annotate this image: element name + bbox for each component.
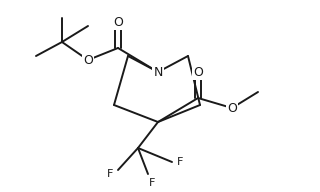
Text: N: N	[153, 65, 163, 79]
Text: O: O	[227, 102, 237, 114]
Text: O: O	[83, 54, 93, 66]
Text: O: O	[113, 16, 123, 28]
Text: F: F	[177, 157, 183, 167]
Text: O: O	[193, 65, 203, 79]
Text: F: F	[107, 169, 113, 179]
Text: F: F	[149, 178, 155, 188]
